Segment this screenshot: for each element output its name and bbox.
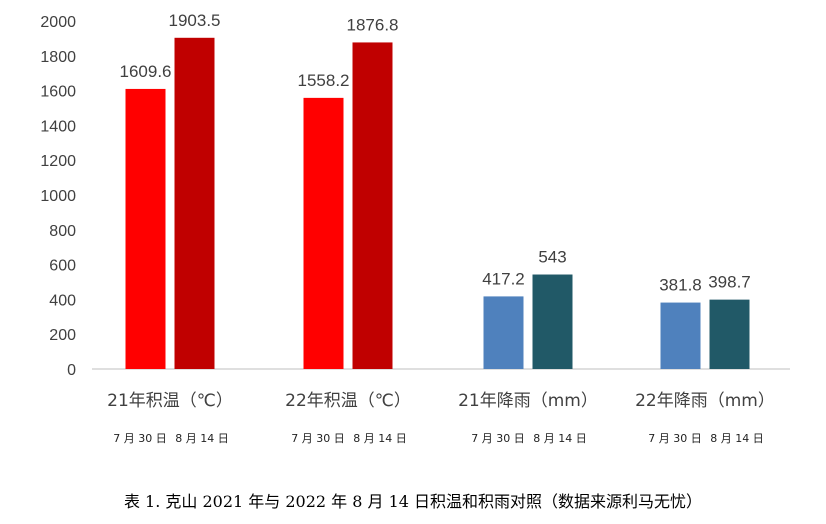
data-label: 1609.6 <box>120 62 172 81</box>
category-label: 22年积温（℃） <box>285 391 411 411</box>
date-sublabel: 8 月 14 日 <box>710 432 764 445</box>
y-tick-label: 600 <box>49 258 76 275</box>
y-tick-label: 800 <box>49 223 76 240</box>
bar-3-aug14 <box>532 274 573 369</box>
figure-caption: 表 1. 克山 2021 年与 2022 年 8 月 14 日积温和积雨对照（数… <box>123 492 703 511</box>
date-sublabel: 7 月 30 日 <box>113 432 167 445</box>
data-label: 381.8 <box>659 276 702 295</box>
data-label: 417.2 <box>482 269 525 288</box>
data-label: 1876.8 <box>347 15 399 34</box>
y-tick-label: 1200 <box>40 153 76 170</box>
category-label: 21年降雨（mm） <box>458 391 598 411</box>
data-label: 1558.2 <box>298 71 350 90</box>
bar-2-jul30 <box>303 97 344 369</box>
data-label: 398.7 <box>708 273 751 292</box>
y-tick-label: 200 <box>49 327 76 344</box>
bar-3-jul30 <box>483 296 524 369</box>
y-tick-label: 400 <box>49 292 76 309</box>
y-tick-label: 1400 <box>40 118 76 135</box>
y-tick-label: 2000 <box>40 14 76 31</box>
y-tick-label: 1000 <box>40 188 76 205</box>
date-sublabel: 8 月 14 日 <box>175 432 229 445</box>
bar-4-jul30 <box>660 302 701 369</box>
y-tick-label: 1600 <box>40 84 76 101</box>
bar-2-aug14 <box>352 42 393 369</box>
date-sublabel: 7 月 30 日 <box>471 432 525 445</box>
category-labels: 21年积温（℃） 7 月 30 日 8 月 14 日 22年积温（℃） 7 月 30 日… <box>107 391 775 445</box>
bar-1-jul30 <box>125 88 166 370</box>
date-sublabel: 8 月 14 日 <box>533 432 587 445</box>
bars: 1609.6 1903.5 1558.2 1876.8 417.2 543 381.8 398… <box>120 11 751 370</box>
date-sublabel: 7 月 30 日 <box>648 432 702 445</box>
y-axis: 0 200 400 600 800 1000 1200 1400 1600 1800 2000 <box>40 14 76 379</box>
bar-1-aug14 <box>174 37 215 369</box>
data-label: 1903.5 <box>169 11 221 30</box>
bar-4-aug14 <box>709 299 750 369</box>
y-tick-label: 1800 <box>40 49 76 66</box>
category-label: 22年降雨（mm） <box>635 391 775 411</box>
date-sublabel: 8 月 14 日 <box>353 432 407 445</box>
category-label: 21年积温（℃） <box>107 391 233 411</box>
y-tick-label: 0 <box>67 362 76 379</box>
bar-chart: 0 200 400 600 800 1000 1200 1400 1600 1800 2000 16… <box>40 11 790 445</box>
data-label: 543 <box>538 248 566 267</box>
date-sublabel: 7 月 30 日 <box>291 432 345 445</box>
